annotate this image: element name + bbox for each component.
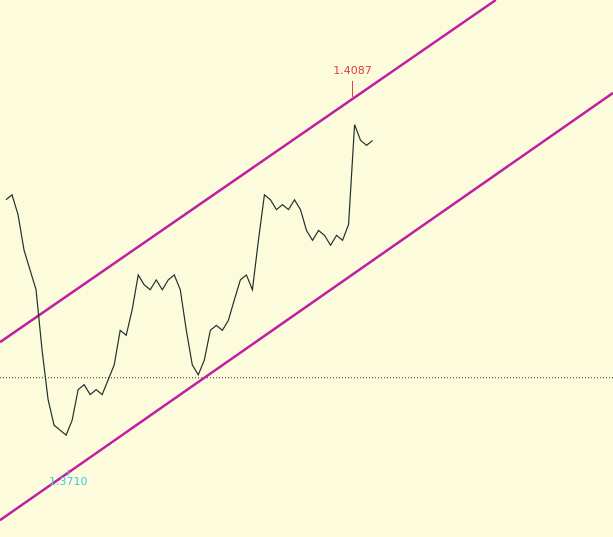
price-line: [5, 124, 373, 437]
channel-line: [0, 0, 497, 344]
channel-line: [0, 91, 613, 522]
annotation-label: 1.4087: [333, 64, 372, 77]
annotation-label: 1.3710: [49, 475, 88, 488]
